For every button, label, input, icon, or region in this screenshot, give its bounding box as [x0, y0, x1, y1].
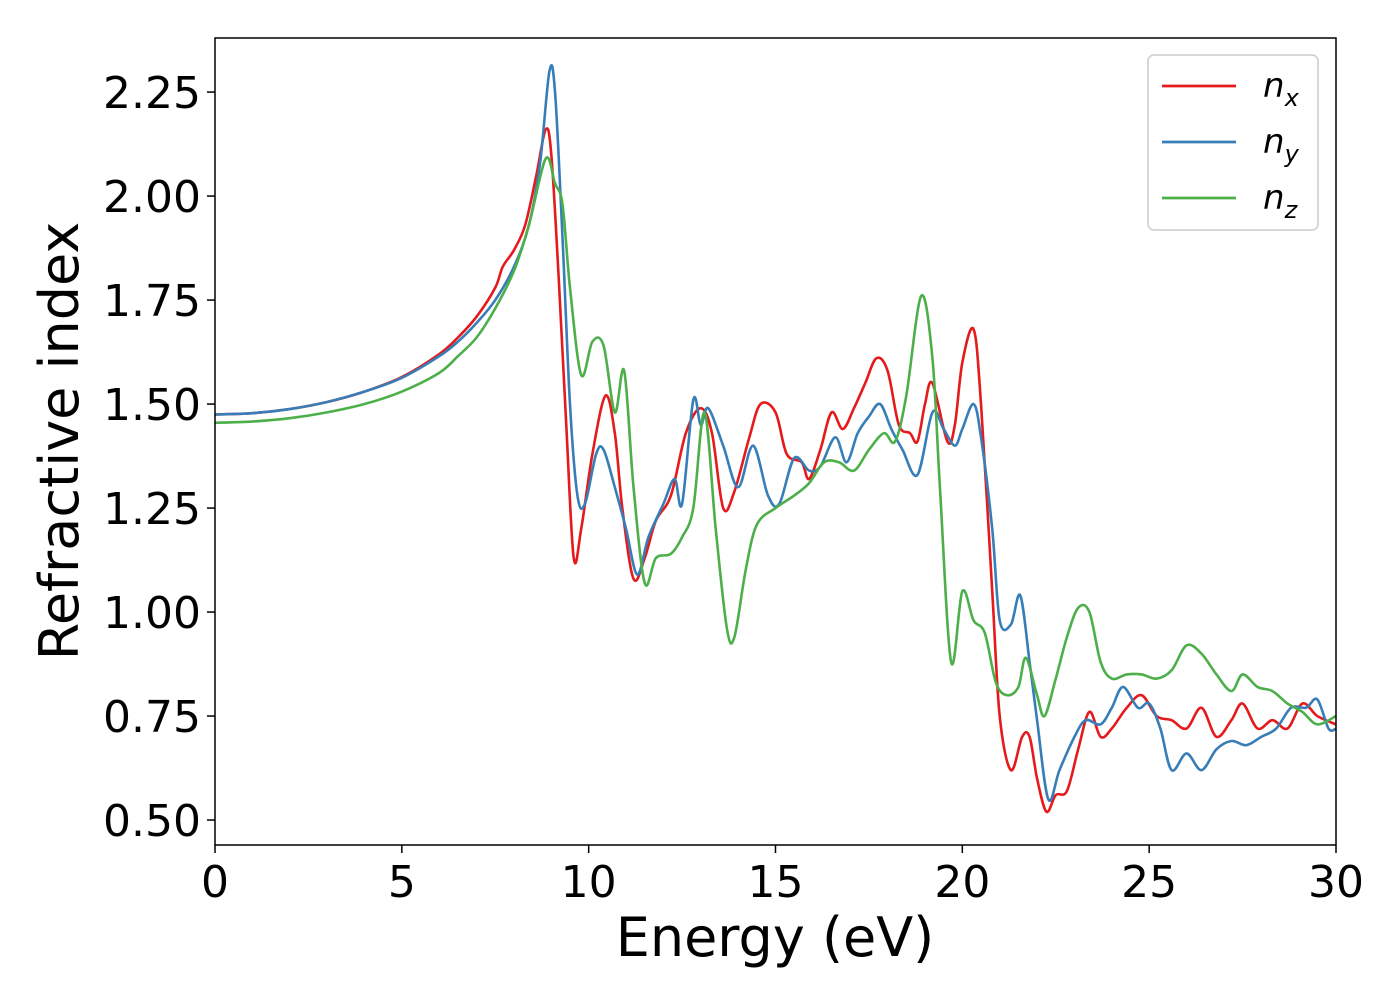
x-tick-label: 0 [201, 857, 229, 908]
series-line-nx [215, 127, 1336, 814]
y-tick-label: 1.50 [103, 380, 201, 431]
x-tick-label: 30 [1308, 857, 1364, 908]
series-layer [215, 64, 1336, 814]
y-tick-label: 0.50 [103, 796, 201, 847]
x-tick-label: 5 [388, 857, 416, 908]
series-line-ny [215, 64, 1336, 803]
x-tick-label: 20 [934, 857, 990, 908]
y-tick-label: 0.75 [103, 692, 201, 743]
y-tick-label: 1.25 [103, 484, 201, 535]
x-tick-label: 10 [561, 857, 617, 908]
y-tick-label: 1.00 [103, 588, 201, 639]
y-tick-label: 2.25 [103, 68, 201, 119]
x-axis-title: Energy (eV) [616, 906, 935, 969]
x-tick-label: 15 [748, 857, 804, 908]
y-tick-label: 1.75 [103, 276, 201, 327]
x-tick-label: 25 [1121, 857, 1177, 908]
y-tick-label: 2.00 [103, 172, 201, 223]
y-axis: 0.50 0.75 1.00 1.25 1.50 1.75 2.00 2.25 [103, 68, 215, 847]
x-axis: 0 5 10 15 20 25 30 [201, 845, 1364, 908]
series-line-nz [215, 156, 1336, 726]
y-axis-title: Refractive index [28, 222, 91, 661]
